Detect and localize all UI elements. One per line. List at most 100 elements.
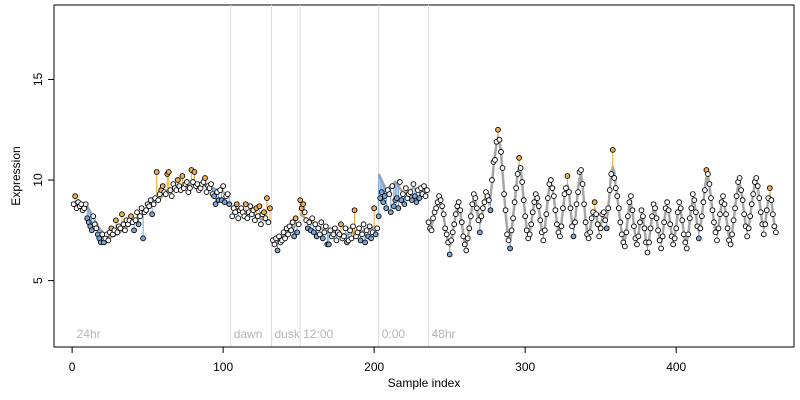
data-point: [504, 231, 510, 238]
data-point: [600, 209, 607, 216]
data-point: [357, 237, 364, 244]
data-point: [614, 193, 621, 199]
data-point: [611, 175, 618, 181]
data-point: [560, 205, 566, 212]
data-point: [626, 199, 633, 206]
data-point: [377, 195, 384, 201]
y-axis-label: Expression: [9, 146, 23, 205]
data-point: [437, 197, 444, 203]
data-point: [640, 213, 646, 220]
data-point: [247, 203, 254, 210]
data-point: [683, 245, 690, 252]
y-axis: 5 10 15: [31, 72, 55, 284]
data-point: [625, 213, 631, 220]
data-point: [316, 231, 323, 238]
data-point: [274, 247, 281, 254]
data-point: [330, 231, 337, 238]
data-point: [563, 185, 569, 191]
data-point: [342, 225, 349, 232]
marker-label: 12:00: [303, 327, 333, 341]
data-point: [706, 181, 713, 187]
data-point: [501, 191, 507, 197]
data-point: [146, 203, 152, 210]
data-point: [265, 219, 272, 226]
data-point: [552, 207, 559, 214]
data-point: [363, 227, 370, 234]
data-point: [762, 221, 769, 228]
data-point: [289, 219, 296, 226]
data-point: [472, 195, 479, 201]
data-point: [526, 231, 533, 238]
data-point: [567, 205, 574, 212]
data-point: [381, 193, 388, 199]
data-point: [409, 197, 415, 203]
data-point: [153, 169, 160, 175]
data-point: [455, 199, 462, 206]
data-point: [596, 233, 603, 240]
data-point: [395, 205, 402, 212]
data-point: [770, 211, 776, 218]
data-point: [510, 215, 516, 222]
data-point: [322, 223, 329, 230]
data-point: [424, 187, 430, 193]
data-point: [498, 149, 504, 155]
data-point: [756, 195, 763, 201]
data-point: [680, 231, 687, 238]
data-point: [634, 241, 640, 248]
x-axis: 0 100 200 300 400: [69, 346, 687, 374]
data-point: [702, 187, 708, 193]
data-point: [508, 227, 515, 234]
data-point: [579, 181, 586, 187]
data-point: [132, 217, 139, 224]
data-point: [134, 209, 140, 216]
data-point: [723, 211, 729, 218]
data-point: [306, 219, 313, 226]
data-point: [469, 201, 476, 208]
x-tick-label: 300: [515, 360, 535, 374]
data-point: [674, 209, 681, 216]
data-point: [514, 171, 521, 177]
data-point: [557, 233, 563, 240]
data-point: [366, 223, 373, 230]
data-point: [712, 229, 719, 236]
data-point: [653, 215, 660, 222]
data-point: [522, 213, 529, 220]
data-point: [744, 233, 751, 240]
data-point: [380, 199, 387, 206]
data-point: [332, 225, 338, 232]
data-point: [422, 193, 429, 199]
data-point: [187, 185, 193, 191]
data-point: [622, 243, 628, 250]
data-point: [389, 183, 396, 189]
data-point: [203, 189, 210, 195]
data-point: [754, 183, 761, 189]
data-point: [235, 215, 242, 222]
data-point: [697, 225, 704, 232]
data-point: [569, 223, 575, 230]
data-point: [570, 233, 577, 240]
data-point: [478, 213, 485, 220]
data-point: [439, 203, 445, 210]
data-point: [554, 221, 560, 228]
data-point: [315, 225, 322, 232]
data-point: [720, 193, 726, 199]
data-point: [155, 197, 162, 203]
data-point: [131, 227, 137, 234]
data-point: [387, 209, 394, 216]
data-point: [771, 223, 778, 230]
data-point: [635, 233, 642, 240]
data-point: [351, 207, 358, 214]
data-point: [682, 239, 689, 246]
data-point: [593, 211, 600, 218]
data-point: [433, 205, 439, 212]
data-point: [448, 237, 455, 244]
timepoint-markers: 24hr dawn dusk 12:00 0:00 48hr: [77, 5, 456, 347]
y-tick-label: 5: [31, 277, 45, 284]
data-point: [656, 237, 663, 244]
data-point: [271, 241, 278, 248]
data-point: [597, 225, 604, 232]
data-point: [458, 219, 465, 226]
data-point: [670, 241, 677, 248]
data-point: [190, 179, 196, 185]
data-point: [609, 146, 616, 153]
